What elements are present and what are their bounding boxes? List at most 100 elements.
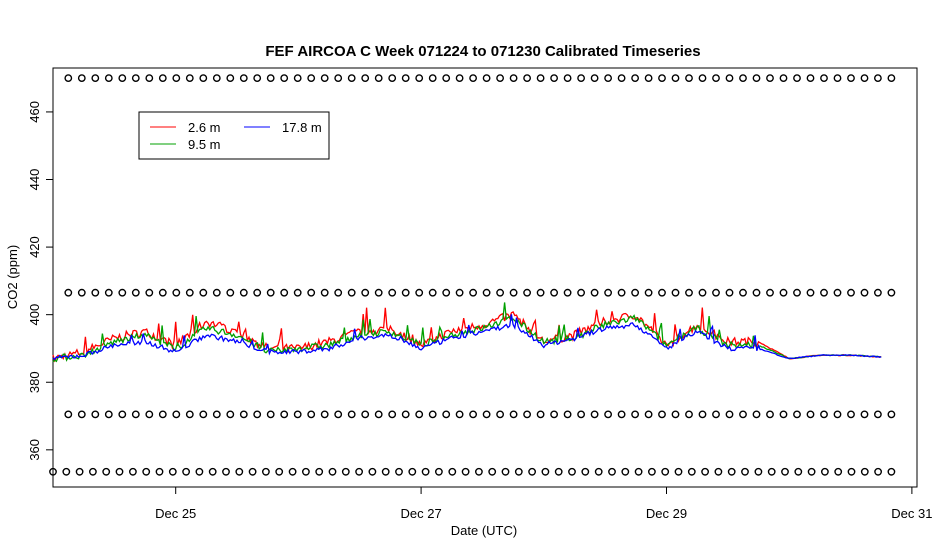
reference-point bbox=[648, 467, 656, 476]
reference-point bbox=[482, 74, 491, 83]
reference-point bbox=[428, 288, 437, 297]
reference-point bbox=[550, 410, 558, 419]
reference-point bbox=[752, 74, 761, 83]
reference-points bbox=[49, 74, 896, 476]
reference-point bbox=[253, 74, 262, 83]
reference-point bbox=[89, 467, 97, 476]
reference-point bbox=[563, 288, 572, 297]
reference-point bbox=[496, 288, 504, 297]
reference-point bbox=[182, 467, 191, 476]
reference-point bbox=[594, 467, 603, 476]
x-tick-label: Dec 29 bbox=[646, 506, 687, 521]
reference-point bbox=[320, 410, 329, 419]
reference-point bbox=[563, 74, 572, 83]
reference-point bbox=[874, 74, 882, 83]
reference-point bbox=[131, 410, 140, 419]
reference-point bbox=[523, 410, 531, 419]
reference-point bbox=[536, 288, 545, 297]
reference-point bbox=[631, 74, 639, 83]
reference-point bbox=[428, 74, 437, 83]
reference-point bbox=[536, 74, 545, 83]
reference-point bbox=[874, 410, 882, 419]
reference-point bbox=[155, 467, 164, 476]
reference-point bbox=[415, 288, 424, 297]
reference-point bbox=[145, 288, 154, 297]
reference-point bbox=[355, 467, 363, 476]
reference-point bbox=[514, 467, 523, 476]
reference-point bbox=[195, 467, 204, 476]
reference-point bbox=[496, 74, 504, 83]
reference-point bbox=[118, 288, 127, 297]
y-axis-label: CO2 (ppm) bbox=[5, 245, 20, 309]
reference-point bbox=[793, 74, 801, 83]
reference-point bbox=[712, 288, 720, 297]
reference-point bbox=[388, 74, 397, 83]
reference-point bbox=[455, 74, 464, 83]
reference-point bbox=[725, 410, 734, 419]
reference-point bbox=[874, 288, 882, 297]
legend-label-2-6m: 2.6 m bbox=[188, 120, 221, 135]
reference-point bbox=[168, 467, 177, 476]
reference-point bbox=[374, 410, 383, 419]
reference-point bbox=[347, 74, 356, 83]
reference-point bbox=[361, 410, 370, 419]
reference-point bbox=[145, 410, 154, 419]
reference-point bbox=[685, 410, 693, 419]
reference-point bbox=[307, 288, 316, 297]
reference-point bbox=[64, 410, 73, 419]
reference-point bbox=[658, 410, 666, 419]
reference-point bbox=[104, 410, 113, 419]
reference-point bbox=[658, 74, 666, 83]
reference-point bbox=[64, 74, 73, 83]
reference-point bbox=[590, 410, 599, 419]
reference-point bbox=[253, 288, 262, 297]
reference-point bbox=[577, 288, 585, 297]
reference-point bbox=[172, 74, 181, 83]
reference-point bbox=[226, 410, 235, 419]
reference-point bbox=[280, 410, 289, 419]
reference-point bbox=[536, 410, 545, 419]
reference-point bbox=[847, 410, 855, 419]
reference-point bbox=[293, 288, 302, 297]
x-axis: Dec 25 Dec 27 Dec 29 Dec 31 bbox=[155, 487, 932, 521]
reference-point bbox=[634, 467, 643, 476]
reference-point bbox=[320, 288, 329, 297]
reference-point bbox=[307, 410, 316, 419]
reference-point bbox=[644, 74, 653, 83]
reference-point bbox=[239, 288, 248, 297]
reference-point bbox=[754, 467, 763, 476]
reference-point bbox=[328, 467, 337, 476]
reference-point bbox=[172, 410, 181, 419]
reference-point bbox=[315, 467, 324, 476]
reference-point bbox=[820, 288, 828, 297]
reference-point bbox=[767, 467, 776, 476]
reference-point bbox=[395, 467, 403, 476]
reference-point bbox=[104, 74, 113, 83]
reference-point bbox=[617, 288, 626, 297]
x-tick-label: Dec 31 bbox=[891, 506, 932, 521]
reference-point bbox=[793, 410, 801, 419]
legend-label-17-8m: 17.8 m bbox=[282, 120, 322, 135]
reference-point bbox=[145, 74, 154, 83]
reference-point bbox=[509, 74, 518, 83]
reference-point bbox=[77, 74, 86, 83]
reference-point bbox=[794, 467, 803, 476]
reference-point bbox=[577, 74, 585, 83]
reference-point bbox=[887, 410, 896, 419]
reference-point bbox=[199, 74, 208, 83]
reference-point bbox=[293, 410, 302, 419]
reference-point bbox=[361, 288, 370, 297]
y-tick-label: 460 bbox=[27, 101, 42, 123]
reference-point bbox=[541, 467, 550, 476]
reference-point bbox=[671, 288, 680, 297]
reference-point bbox=[185, 74, 194, 83]
reference-point bbox=[172, 288, 181, 297]
reference-point bbox=[301, 467, 310, 476]
reference-point bbox=[49, 467, 57, 476]
reference-point bbox=[779, 288, 788, 297]
reference-point bbox=[307, 74, 316, 83]
reference-point bbox=[91, 410, 100, 419]
reference-point bbox=[820, 410, 828, 419]
reference-point bbox=[714, 467, 723, 476]
